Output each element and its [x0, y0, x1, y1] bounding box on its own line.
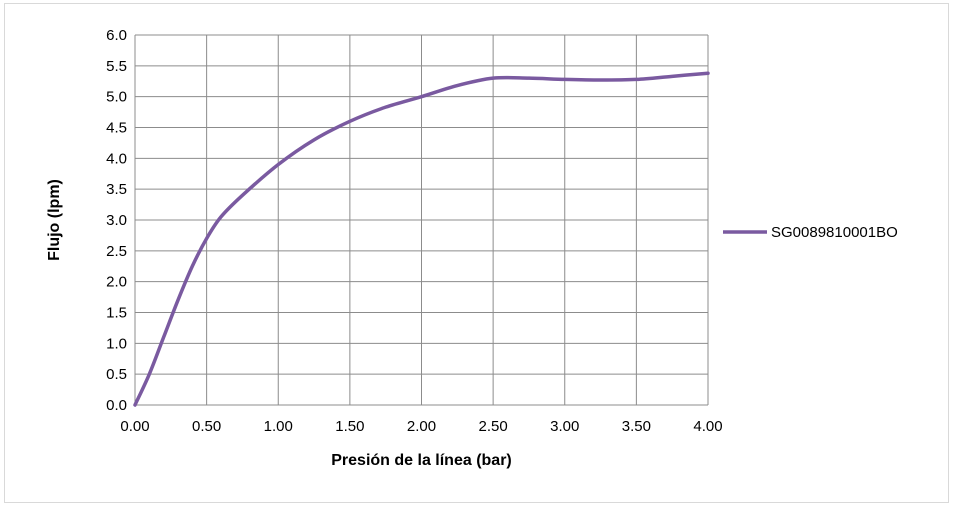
y-tick-label: 0.5 [106, 366, 127, 383]
y-tick-label: 0.0 [106, 397, 127, 414]
y-tick-label: 1.5 [106, 305, 127, 322]
x-tick-label: 0.50 [192, 418, 221, 435]
flow-pressure-chart: 0.00.51.01.52.02.53.03.54.04.55.05.56.0 … [46, 27, 898, 469]
y-axis-ticks: 0.0 0.5 1.0 1.5 2.0 2.5 3.0 3.5 4.0 4.5 5.0 5.5 6.0 [106, 27, 127, 414]
x-tick-label: 0.00 [120, 418, 149, 435]
x-tick-label: 3.00 [550, 418, 579, 435]
y-tick-label: 5.5 [106, 58, 127, 75]
series-line [133, 71, 710, 407]
x-tick-label: 4.00 [693, 418, 722, 435]
y-tick-label: 3.5 [106, 181, 127, 198]
x-tick-label: 3.50 [622, 418, 651, 435]
x-tick-label: 1.50 [335, 418, 364, 435]
y-tick-label: 6.0 [106, 27, 127, 44]
y-tick-label: 3.0 [106, 212, 127, 229]
x-axis-ticks: 0.00 0.50 1.00 1.50 2.00 2.50 3.00 3.50 4.00 [120, 418, 722, 435]
y-tick-label: 2.5 [106, 243, 127, 260]
x-tick-label: 2.00 [407, 418, 436, 435]
y-tick-label: 4.5 [106, 120, 127, 137]
x-tick-label: 2.50 [479, 418, 508, 435]
y-tick-label: 4.0 [106, 150, 127, 167]
x-tick-label: 1.00 [264, 418, 293, 435]
chart-frame: 0.0 0.5 1.0 1.5 2.0 2.5 3.0 3.5 4.0 4.5 5.0 5.5 6.0 … [4, 3, 949, 503]
legend: SG0089810001BO [723, 224, 898, 241]
y-axis-title: Flujo (lpm) [46, 179, 63, 261]
y-tick-label: 5.0 [106, 89, 127, 106]
grid [134, 34, 709, 406]
y-tick-label: 2.0 [106, 274, 127, 291]
y-tick-label: 1.0 [106, 335, 127, 352]
legend-label: SG0089810001BO [771, 224, 898, 241]
series-layer [133, 71, 710, 407]
x-axis-title: Presión de la línea (bar) [331, 452, 512, 469]
